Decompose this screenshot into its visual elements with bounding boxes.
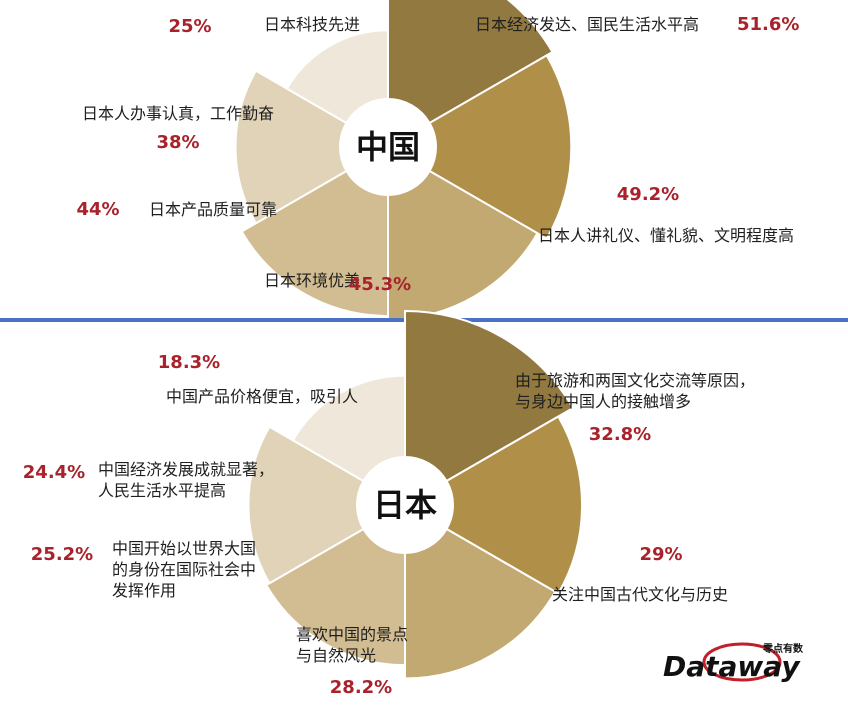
slice-label: 人民生活水平提高: [98, 481, 226, 500]
slice-percent-label: 45.3%: [349, 274, 411, 295]
slice-label: 日本人讲礼仪、懂礼貌、文明程度高: [538, 226, 794, 245]
slice-percent-label: 32.8%: [589, 424, 651, 445]
slice-percent-label: 38%: [156, 132, 199, 153]
logo-text: Dataway: [663, 650, 801, 683]
pie-center-hole: [357, 457, 453, 553]
slice-label: 与自然风光: [296, 646, 376, 665]
slice-label: 中国产品价格便宜，吸引人: [166, 387, 358, 406]
slice-percent-label: 44%: [76, 199, 119, 220]
slice-label: 中国开始以世界大国: [112, 539, 256, 558]
slice-percent-label: 51.6%: [737, 14, 799, 35]
logo-swoosh-icon: [702, 642, 782, 682]
slice-label: 中国经济发展成就显著，: [98, 460, 274, 479]
slice-percent-label: 49.2%: [617, 184, 679, 205]
slice-label: 日本科技先进: [264, 15, 360, 34]
slice-percent-label: 18.3%: [158, 352, 220, 373]
japan-view-of-china-chart: 日本 由于旅游和两国文化交流等原因， 与身边中国人的接触增多 32.8% 关注中国古代文…: [23, 310, 755, 698]
slice-percent-label: 25%: [168, 16, 211, 37]
dataway-logo: Dataway 零点有数: [663, 642, 804, 683]
slice-label: 由于旅游和两国文化交流等原因，: [515, 371, 755, 390]
pie-center-label: 中国: [356, 128, 420, 166]
slice-label: 关注中国古代文化与历史: [552, 585, 728, 604]
slice-percent-label: 29%: [639, 544, 682, 565]
logo-subtext: 零点有数: [762, 642, 804, 655]
slice-label: 日本产品质量可靠: [149, 200, 277, 219]
slice-label: 发挥作用: [112, 581, 176, 600]
slice-percent-label: 28.2%: [330, 677, 392, 698]
pie-center-hole: [340, 99, 436, 195]
slice-label: 日本经济发达、国民生活水平高: [475, 15, 699, 34]
slice-label: 日本环境优美: [264, 271, 360, 290]
slice-percent-label: 24.4%: [23, 462, 85, 483]
slice-label: 喜欢中国的景点: [296, 625, 408, 644]
slice-label: 的身份在国际社会中: [112, 560, 256, 579]
china-view-of-japan-chart: 中国 日本经济发达、国民生活水平高 51.6% 日本人讲礼仪、懂礼貌、文明程度高 49.…: [76, 0, 799, 321]
pie-center-label: 日本: [373, 486, 437, 524]
slice-percent-label: 25.2%: [31, 544, 93, 565]
slice-label: 日本人办事认真，工作勤奋: [82, 104, 274, 123]
slice-label: 与身边中国人的接触增多: [515, 392, 691, 411]
